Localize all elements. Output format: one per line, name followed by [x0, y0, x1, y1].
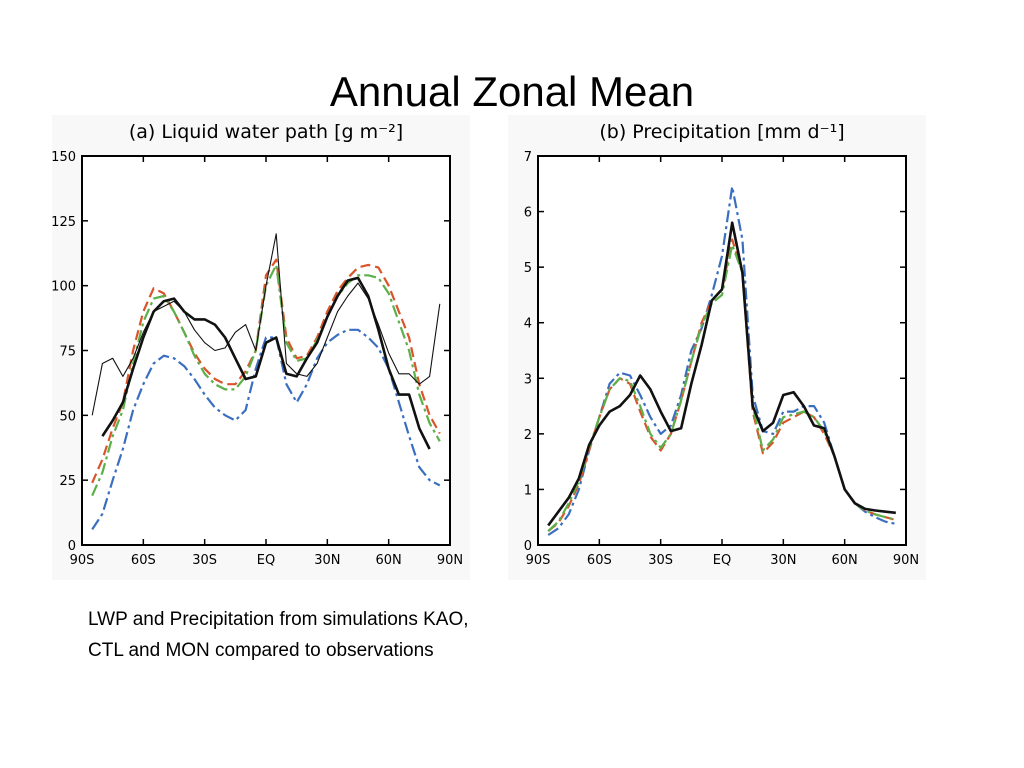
y-tick-label: 0: [68, 539, 76, 554]
y-tick-label: 0: [524, 539, 532, 554]
y-tick-label: 3: [524, 372, 532, 387]
plot-frame: [537, 155, 907, 546]
caption-line: LWP and Precipitation from simulations K…: [88, 609, 469, 630]
plot-area: [82, 156, 450, 545]
y-tick-label: 4: [524, 317, 532, 332]
x-tick-label: 90N: [437, 553, 463, 568]
x-tick-label: 90S: [526, 553, 551, 568]
y-tick-label: 6: [524, 206, 532, 221]
y-tick-label: 100: [51, 280, 76, 295]
slide-title: Annual Zonal Mean: [329, 68, 695, 115]
y-tick-label: 2: [524, 428, 532, 443]
x-tick-label: 60N: [376, 553, 402, 568]
y-tick-label: 75: [59, 345, 76, 360]
series-line: [547, 221, 896, 527]
x-tick-label: 30N: [770, 553, 796, 568]
x-tick-label: 60S: [587, 553, 612, 568]
charts: (a) Liquid water path [g m⁻²]02550751001…: [51, 121, 920, 568]
y-tick-label: 7: [524, 150, 532, 165]
y-tick-label: 50: [59, 409, 76, 424]
y-tick-label: 1: [524, 483, 532, 498]
series-line: [91, 328, 441, 531]
chart-title: (a) Liquid water path [g m⁻²]: [129, 121, 403, 143]
x-tick-label: 90N: [893, 553, 919, 568]
x-tick-label: 90S: [70, 553, 95, 568]
series-line: [91, 258, 441, 484]
x-tick-label: 30S: [192, 553, 217, 568]
caption-line: CTL and MON compared to observations: [88, 640, 434, 661]
caption: LWP and Precipitation from simulations K…: [88, 604, 469, 666]
x-tick-label: 60N: [832, 553, 858, 568]
y-tick-label: 5: [524, 261, 532, 276]
x-tick-label: 60S: [131, 553, 156, 568]
x-tick-label: 30N: [314, 553, 340, 568]
y-tick-label: 25: [59, 474, 76, 489]
series-line: [101, 276, 431, 450]
chart-title: (b) Precipitation [mm d⁻¹]: [599, 121, 844, 143]
x-tick-label: EQ: [713, 553, 731, 568]
x-tick-label: EQ: [257, 553, 275, 568]
plot-frame: [81, 155, 451, 546]
y-tick-label: 150: [51, 150, 76, 165]
y-tick-label: 125: [51, 215, 76, 230]
plot-area: [538, 156, 906, 545]
x-tick-label: 30S: [648, 553, 673, 568]
